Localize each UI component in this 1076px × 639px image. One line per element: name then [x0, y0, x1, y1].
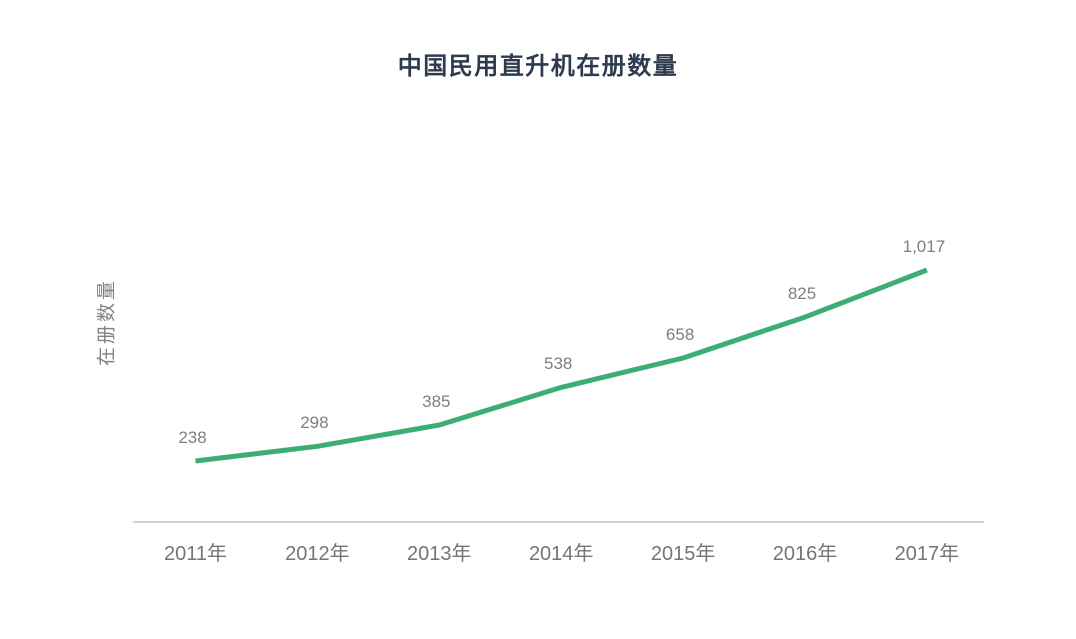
series-line: [195, 267, 928, 464]
data-label: 538: [544, 354, 573, 374]
data-label: 825: [787, 284, 817, 304]
x-tick-label: 2017年: [894, 543, 960, 565]
x-tick-label: 2014年: [528, 543, 594, 565]
data-label: 1,017: [902, 237, 946, 256]
data-label: 298: [300, 413, 329, 433]
data-label: 385: [422, 391, 451, 411]
x-tick-label: 2016年: [772, 543, 838, 565]
x-tick-label: 2012年: [285, 543, 350, 565]
x-tick-label: 2015年: [650, 543, 716, 565]
chart-title: 中国民用直升机在册数量: [397, 53, 679, 80]
x-tick-label: 2011年: [163, 543, 228, 565]
data-label: 238: [178, 428, 207, 447]
x-axis-line: [133, 521, 984, 523]
x-tick-label: 2013年: [407, 543, 472, 565]
data-label: 658: [665, 325, 695, 345]
